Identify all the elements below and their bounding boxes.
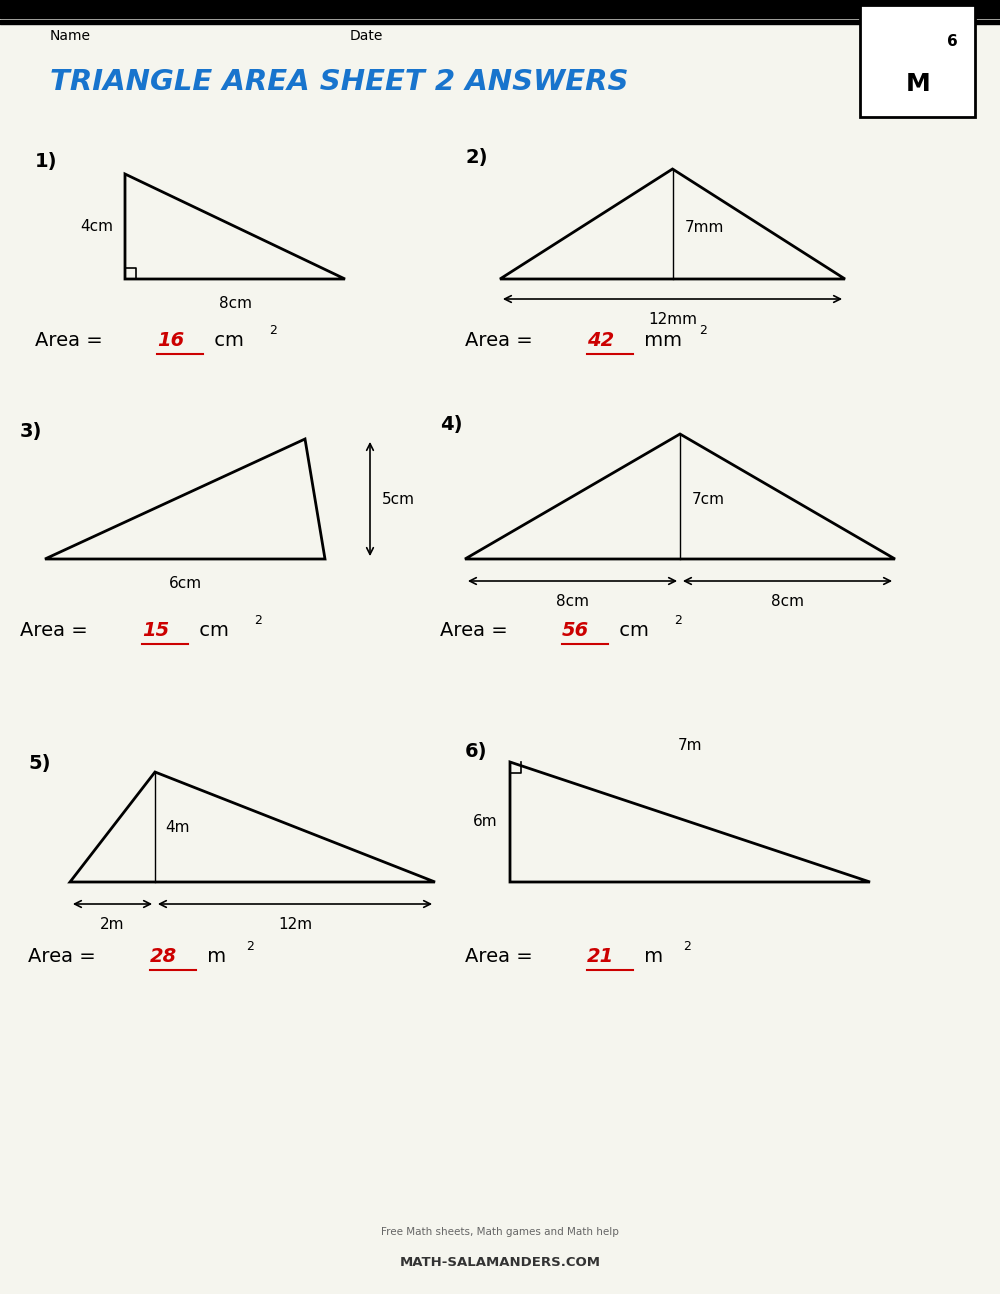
Text: 2: 2 xyxy=(254,615,262,628)
Text: 2: 2 xyxy=(674,615,682,628)
Text: M: M xyxy=(906,72,930,96)
Text: 15: 15 xyxy=(142,621,169,641)
Text: Area =: Area = xyxy=(440,621,514,641)
Text: 2: 2 xyxy=(246,941,254,954)
Text: 4cm: 4cm xyxy=(80,219,113,234)
Text: 8cm: 8cm xyxy=(771,594,804,609)
Text: 6: 6 xyxy=(947,35,957,49)
Text: cm: cm xyxy=(613,621,649,641)
Text: Free Math sheets, Math games and Math help: Free Math sheets, Math games and Math he… xyxy=(381,1227,619,1237)
Text: Name: Name xyxy=(50,28,91,43)
Text: 5cm: 5cm xyxy=(382,492,415,506)
Text: 2): 2) xyxy=(465,148,488,167)
Text: 4): 4) xyxy=(440,414,463,433)
Text: 2: 2 xyxy=(270,325,277,338)
Text: cm: cm xyxy=(208,331,244,351)
Text: Area =: Area = xyxy=(465,947,539,967)
Text: 21: 21 xyxy=(587,947,614,967)
Text: Area =: Area = xyxy=(20,621,94,641)
Text: TRIANGLE AREA SHEET 2 ANSWERS: TRIANGLE AREA SHEET 2 ANSWERS xyxy=(50,69,629,96)
Text: 28: 28 xyxy=(150,947,177,967)
Text: mm: mm xyxy=(638,331,682,351)
Text: 2m: 2m xyxy=(100,917,125,932)
Text: 42: 42 xyxy=(587,331,614,351)
Text: 2: 2 xyxy=(700,325,707,338)
Text: 56: 56 xyxy=(562,621,589,641)
Text: Date: Date xyxy=(350,28,383,43)
Text: 6cm: 6cm xyxy=(168,576,202,591)
Text: 7mm: 7mm xyxy=(684,220,724,234)
Text: cm: cm xyxy=(193,621,229,641)
Text: Area =: Area = xyxy=(35,331,109,351)
Text: Area =: Area = xyxy=(465,331,539,351)
Text: m: m xyxy=(638,947,663,967)
FancyBboxPatch shape xyxy=(860,5,975,116)
Text: 8cm: 8cm xyxy=(218,296,252,311)
Text: MATH-SALAMANDERS.COM: MATH-SALAMANDERS.COM xyxy=(400,1255,600,1268)
Text: 16: 16 xyxy=(157,331,184,351)
Text: m: m xyxy=(201,947,226,967)
Text: 3): 3) xyxy=(20,422,42,440)
Text: 4m: 4m xyxy=(165,819,190,835)
Text: 12mm: 12mm xyxy=(648,312,697,327)
Text: 5): 5) xyxy=(28,754,50,774)
Text: 12m: 12m xyxy=(278,917,312,932)
Text: 1): 1) xyxy=(35,153,58,172)
Text: 6): 6) xyxy=(465,743,488,761)
Text: 6m: 6m xyxy=(473,814,498,829)
Text: 2: 2 xyxy=(683,941,691,954)
Text: 7m: 7m xyxy=(678,738,702,753)
Text: 7cm: 7cm xyxy=(692,492,725,506)
Text: 8cm: 8cm xyxy=(556,594,589,609)
Text: Area =: Area = xyxy=(28,947,102,967)
